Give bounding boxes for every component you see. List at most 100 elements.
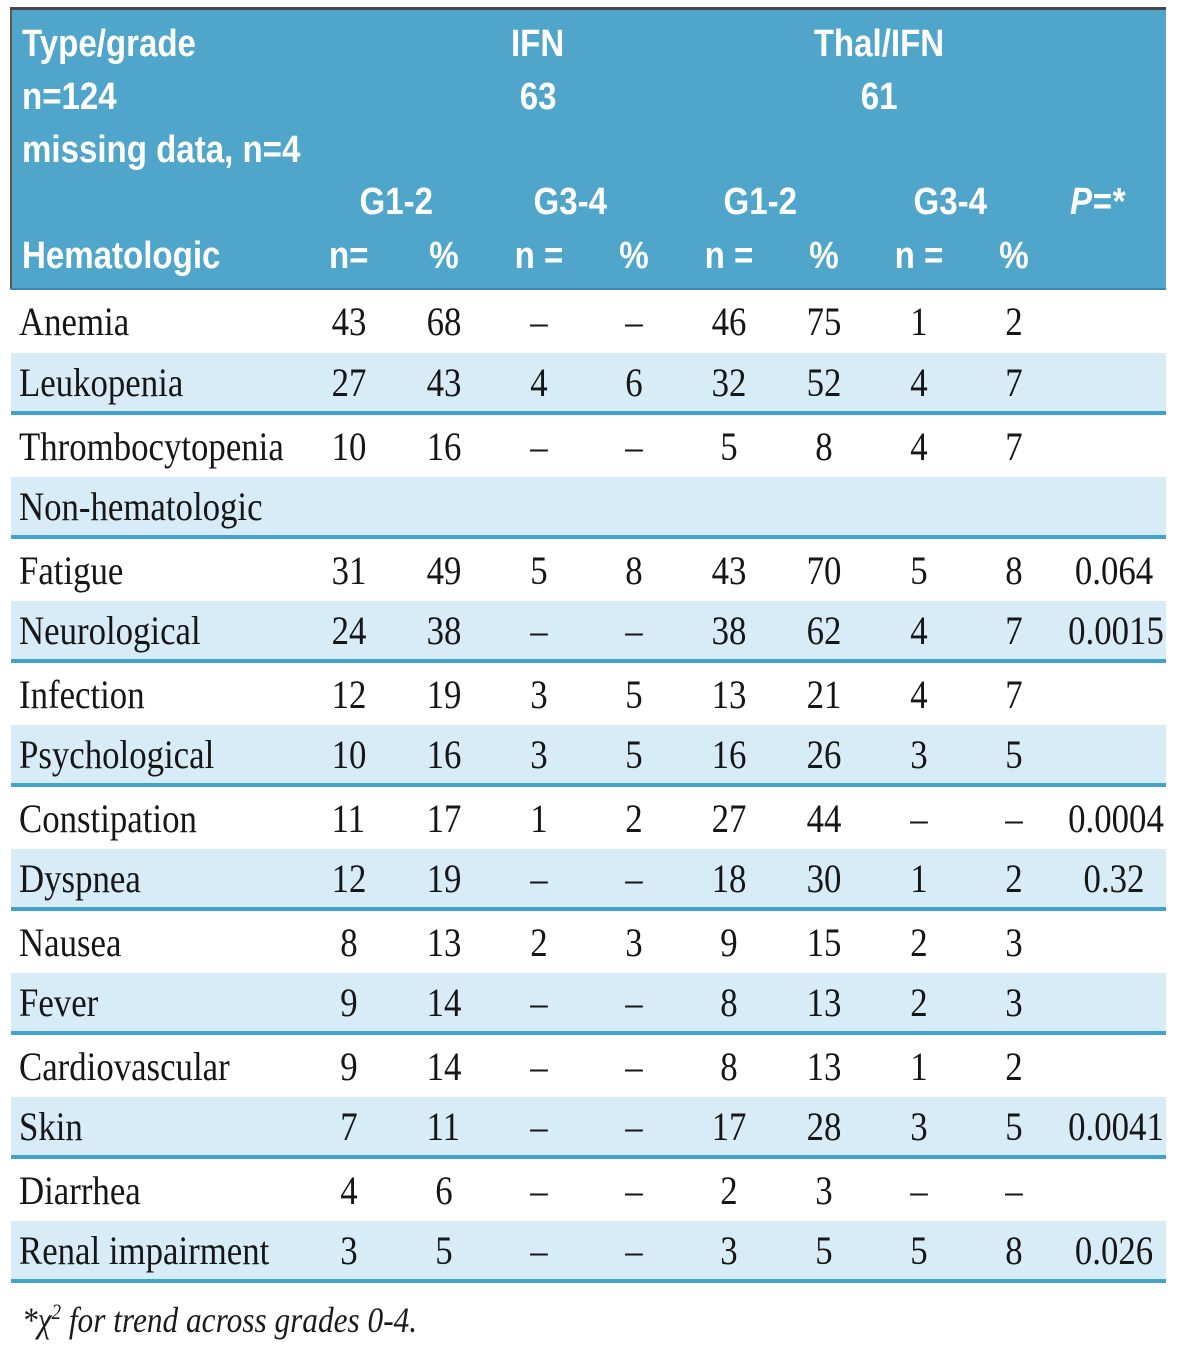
row-label: Skin	[11, 1097, 301, 1159]
value-cell: 3	[301, 1221, 396, 1283]
value-cell: –	[586, 1033, 682, 1097]
value-cell: 8	[586, 537, 682, 601]
value-cell: 12	[301, 849, 396, 911]
table-row: Psychological 10 16 3 5 16 26 3 5	[11, 725, 1167, 787]
group-thal-ifn-count: 61	[860, 76, 898, 118]
grade-thal-g12: G1-2	[681, 177, 872, 227]
p-value-cell	[1061, 661, 1167, 725]
value-cell: –	[586, 1157, 682, 1221]
value-cell: 4	[871, 413, 967, 477]
row-label: Cardiovascular	[11, 1033, 301, 1097]
p-value-cell	[1061, 1033, 1167, 1097]
table-row: Dyspnea 12 19– –18 30 1 2 0.32	[11, 849, 1167, 911]
grade-spacer-cell	[10, 177, 301, 227]
table-row: Leukopenia 27 43 4 6 32 52 4 7	[11, 353, 1167, 415]
value-cell: 14	[396, 973, 491, 1035]
value-cell: 13	[776, 973, 872, 1035]
value-cell: 3	[966, 909, 1062, 973]
value-cell: 16	[681, 725, 777, 787]
table-row: Skin 7 11– –17 28 3 5 0.0041	[11, 1097, 1167, 1159]
value-cell: 10	[301, 413, 396, 477]
value-cell: 3	[776, 1157, 872, 1221]
value-cell: 2	[966, 1033, 1062, 1097]
value-cell: 5	[586, 725, 682, 787]
col-thal-g12-n: n =	[681, 227, 777, 290]
col-ifn-g12-pct: %	[396, 227, 491, 290]
footnote: *χ2 for trend across grades 0-4.	[10, 1283, 1168, 1341]
value-cell: 62	[776, 601, 872, 663]
value-cell: 43	[681, 537, 777, 601]
value-cell: –	[491, 849, 586, 911]
value-cell: –	[491, 973, 586, 1035]
value-cell: 75	[776, 289, 872, 353]
value-cell: 30	[776, 849, 872, 911]
value-cell: 10	[301, 725, 396, 787]
value-cell: 5	[871, 1221, 967, 1283]
value-cell: –	[491, 1097, 586, 1159]
value-cell: 9	[301, 973, 396, 1035]
p-value-cell	[1061, 353, 1167, 415]
value-cell: 4	[301, 1157, 396, 1221]
group-ifn-count: 63	[519, 76, 557, 118]
grade-thal-g34: G3-4	[871, 177, 1062, 227]
row-label: Leukopenia	[11, 353, 301, 415]
value-cell: 28	[776, 1097, 872, 1159]
value-cell: 14	[396, 1033, 491, 1097]
footnote-text: *χ2 for trend across grades 0-4.	[22, 1299, 418, 1340]
row-label: Diarrhea	[11, 1157, 301, 1221]
value-cell: –	[871, 785, 967, 849]
value-cell: 2	[966, 289, 1062, 353]
value-cell: –	[586, 1097, 682, 1159]
value-cell: –	[966, 1157, 1062, 1221]
value-cell: 5	[491, 537, 586, 601]
table-row: Nausea 8 13 2 3 9 15 2 3	[11, 909, 1167, 973]
p-value-cell: 0.32	[1061, 849, 1167, 911]
grade-ifn-g34: G3-4	[491, 177, 682, 227]
col-ifn-g12-n: n=	[301, 227, 396, 290]
value-cell: 3	[871, 725, 967, 787]
p-value-cell	[1061, 725, 1167, 787]
value-cell: 8	[776, 413, 872, 477]
col-ifn-g34-pct: %	[586, 227, 682, 290]
value-cell: 8	[966, 1221, 1062, 1283]
section-row: Non-hematologic	[11, 477, 1167, 539]
p-value-header: P=*	[1061, 177, 1167, 227]
p-value-cell	[1061, 289, 1167, 353]
value-cell: 2	[871, 909, 967, 973]
value-cell: 2	[966, 849, 1062, 911]
value-cell: –	[491, 601, 586, 663]
value-cell: 3	[966, 973, 1062, 1035]
value-cell: 8	[301, 909, 396, 973]
value-cell: 26	[776, 725, 872, 787]
table-row: Cardiovascular 9 14– –8 13 1 2	[11, 1033, 1167, 1097]
value-cell: 1	[871, 289, 967, 353]
value-cell: 5	[871, 537, 967, 601]
value-cell: 4	[871, 601, 967, 663]
chi-symbol: χ	[37, 1300, 52, 1340]
value-cell: –	[491, 413, 586, 477]
value-cell: 4	[871, 353, 967, 415]
table-title-line-3: missing data, n=4	[22, 129, 301, 171]
value-cell: –	[586, 413, 682, 477]
value-cell: 31	[301, 537, 396, 601]
col-ifn-g34-n: n =	[491, 227, 586, 290]
value-cell: 1	[871, 849, 967, 911]
value-cell: 13	[396, 909, 491, 973]
value-cell: 2	[871, 973, 967, 1035]
value-cell: 21	[776, 661, 872, 725]
header-spacer-cell	[1061, 7, 1167, 177]
value-cell: –	[871, 1157, 967, 1221]
value-cell: 3	[681, 1221, 777, 1283]
stats-spacer-cell	[1061, 227, 1167, 290]
value-cell: 8	[681, 973, 777, 1035]
value-cell: 9	[681, 909, 777, 973]
p-value-cell	[1061, 973, 1167, 1035]
row-label: Fever	[11, 973, 301, 1035]
value-cell: 27	[301, 353, 396, 415]
value-cell: 3	[871, 1097, 967, 1159]
row-label: Anemia	[11, 289, 301, 353]
row-label: Nausea	[11, 909, 301, 973]
value-cell: 3	[586, 909, 682, 973]
value-cell: 44	[776, 785, 872, 849]
